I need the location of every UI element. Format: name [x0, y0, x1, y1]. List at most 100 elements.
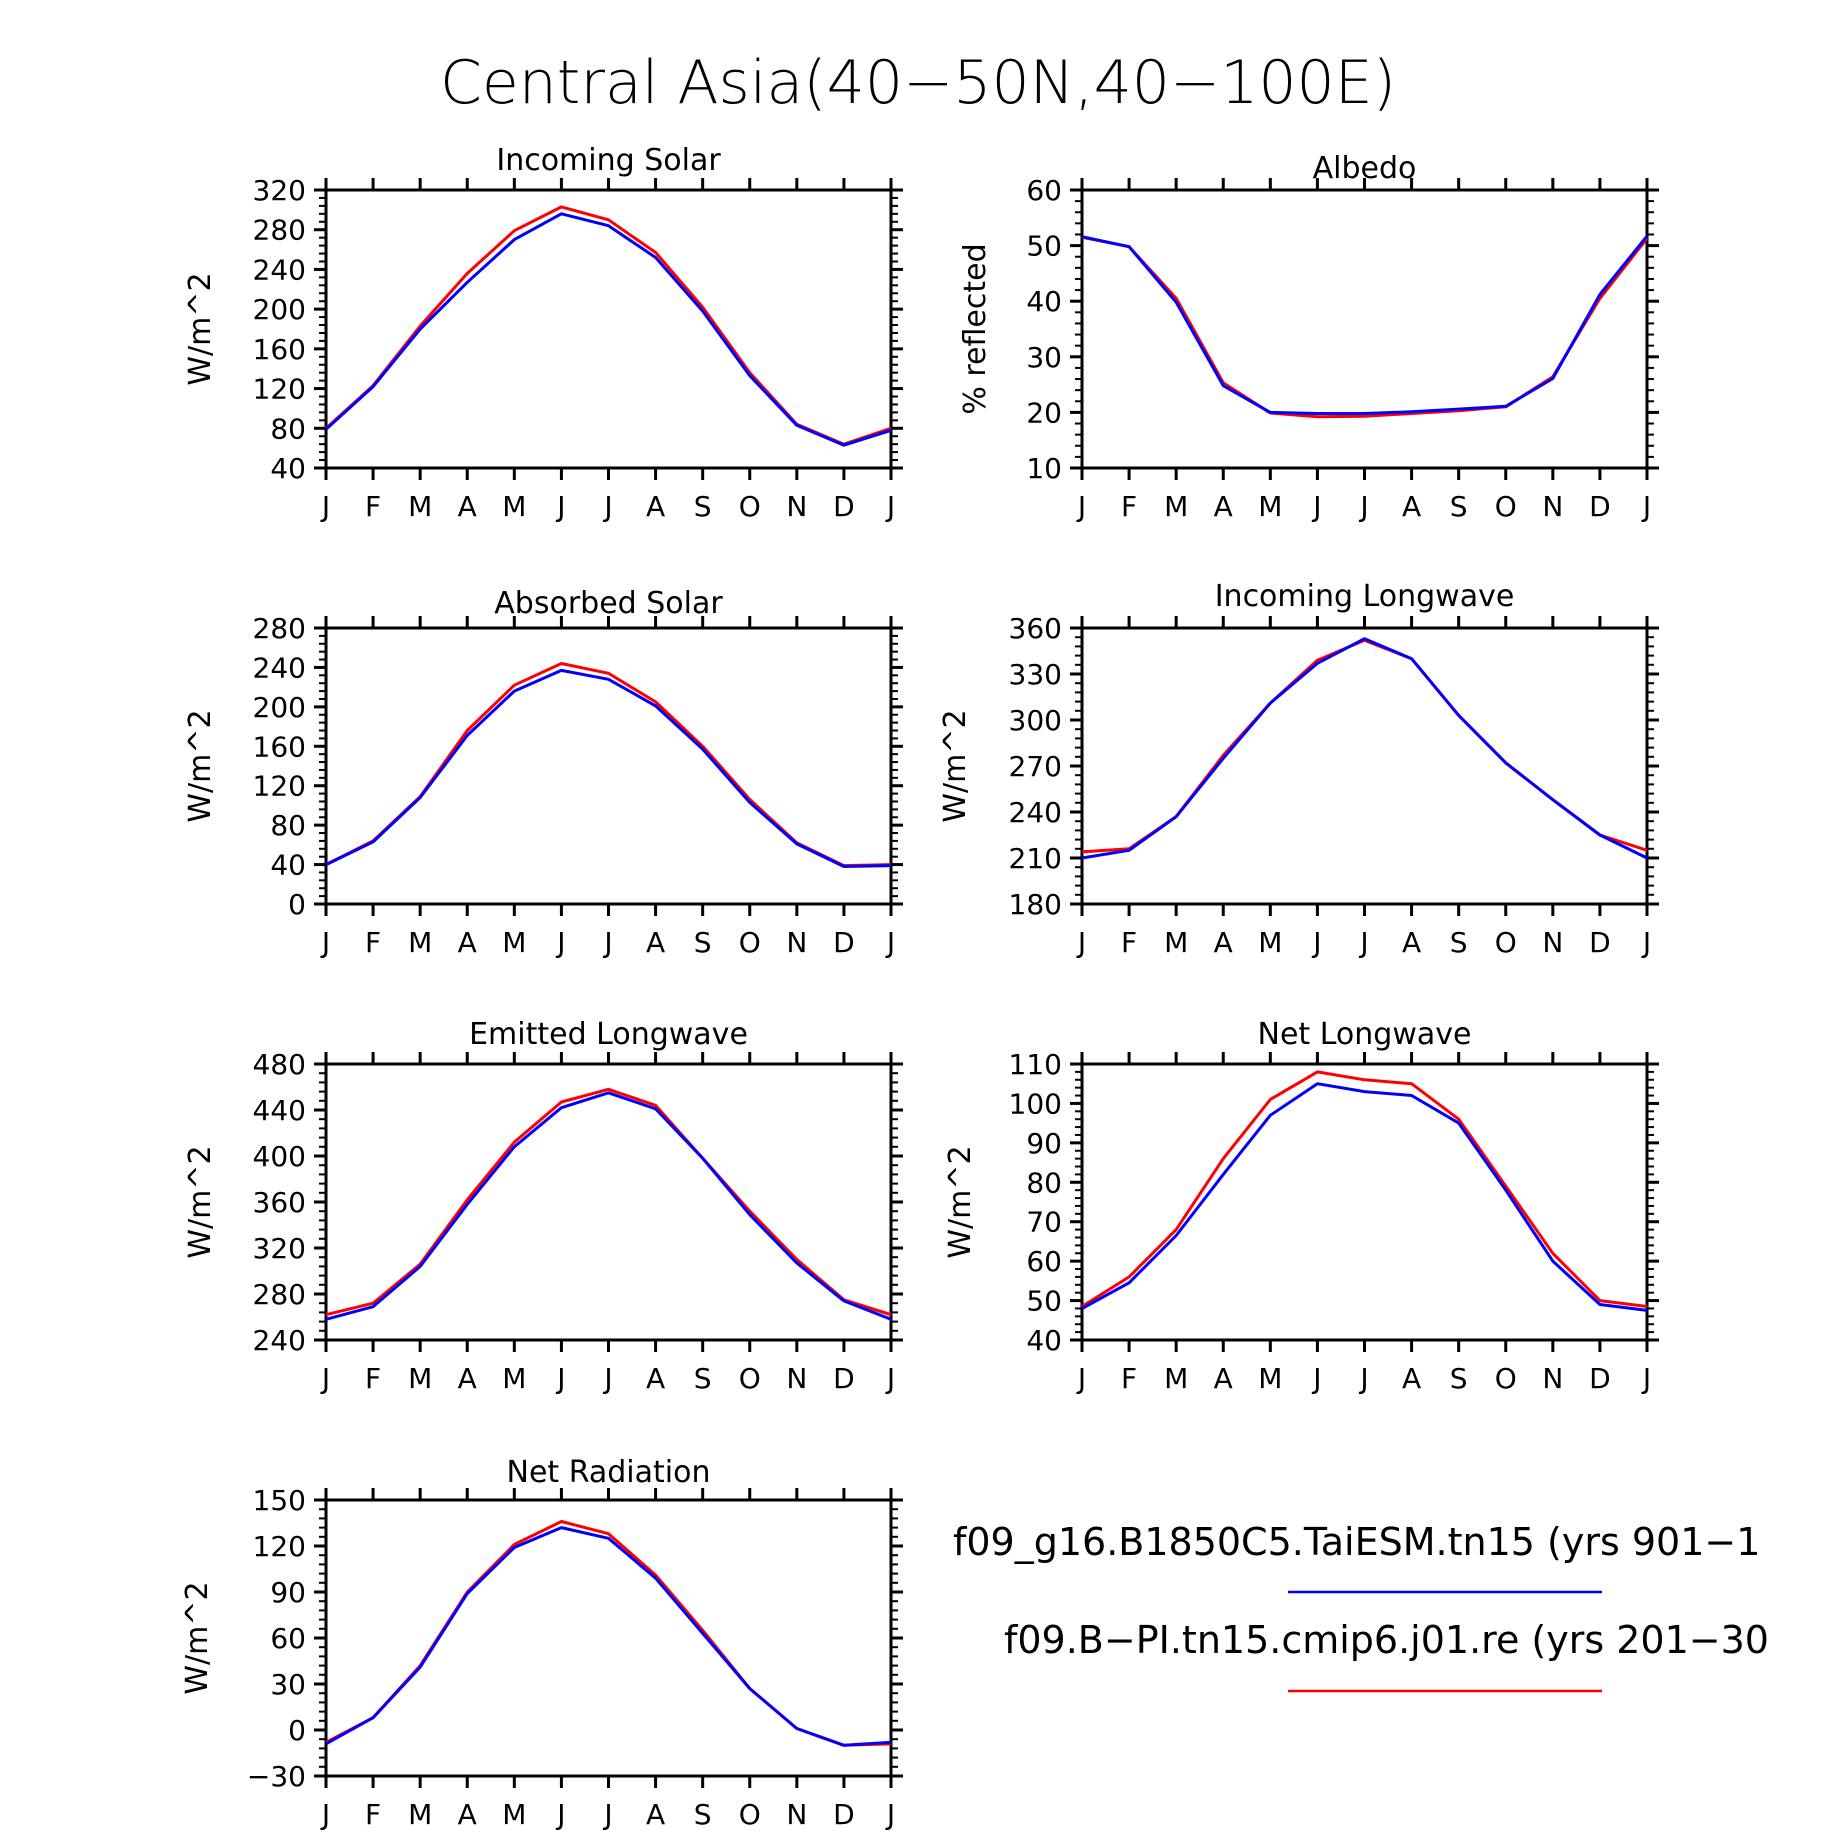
x-tick-label: J: [1641, 1362, 1651, 1395]
y-tick-label: 60: [1026, 1245, 1062, 1278]
x-tick-label: J: [320, 1798, 330, 1831]
x-tick-label: A: [1214, 490, 1233, 523]
series-line-blue: [1081, 637, 1648, 860]
x-tick-label: M: [408, 1798, 432, 1831]
y-tick-label: 270: [1009, 750, 1062, 783]
x-tick-label: A: [646, 490, 665, 523]
x-tick-label: S: [694, 1798, 712, 1831]
legend-label: f09.B−PI.tn15.cmip6.j01.re (yrs 201−30: [1004, 1618, 1769, 1662]
y-tick-label: 120: [253, 1530, 306, 1563]
x-tick-label: A: [646, 1362, 665, 1395]
y-tick-label: 40: [270, 849, 306, 882]
y-tick-label: 240: [253, 1324, 306, 1357]
x-tick-label: F: [365, 490, 381, 523]
x-tick-label: A: [458, 490, 477, 523]
plot-frame: [324, 1062, 893, 1342]
x-tick-label: M: [408, 1362, 432, 1395]
x-tick-label: F: [365, 1362, 381, 1395]
y-tick-label: 280: [253, 612, 306, 645]
x-tick-label: S: [1450, 926, 1468, 959]
x-tick-label: N: [1542, 926, 1563, 959]
plot-frame: [1080, 1062, 1649, 1342]
x-tick-label: O: [1495, 926, 1517, 959]
x-tick-label: J: [1311, 1362, 1321, 1395]
x-tick-label: J: [602, 926, 612, 959]
x-tick-label: S: [694, 490, 712, 523]
y-tick-label: 10: [1026, 452, 1062, 485]
x-tick-label: D: [833, 490, 855, 523]
x-tick-label: J: [1076, 1362, 1086, 1395]
x-tick-label: F: [1121, 490, 1137, 523]
panel-title: Absorbed Solar: [494, 586, 723, 621]
x-tick-label: A: [1214, 926, 1233, 959]
x-tick-label: J: [885, 490, 895, 523]
y-tick-label: 60: [1026, 174, 1062, 207]
panel-title: Emitted Longwave: [469, 1017, 748, 1052]
y-axis-label: W/m^2: [180, 1581, 215, 1694]
x-tick-label: M: [502, 490, 526, 523]
x-tick-label: A: [646, 1798, 665, 1831]
y-tick-label: 40: [270, 452, 306, 485]
legend: f09_g16.B1850C5.TaiESM.tn15 (yrs 901−1 f0…: [953, 1520, 1769, 1693]
y-axis-label: W/m^2: [943, 1145, 978, 1258]
x-tick-label: N: [1542, 490, 1563, 523]
series-line-blue: [325, 1091, 892, 1321]
x-tick-label: J: [885, 926, 895, 959]
x-tick-label: S: [1450, 1362, 1468, 1395]
x-tick-label: J: [555, 490, 565, 523]
x-tick-label: M: [502, 1362, 526, 1395]
x-tick-label: M: [1164, 926, 1188, 959]
y-tick-label: 480: [253, 1048, 306, 1081]
x-tick-label: M: [408, 926, 432, 959]
x-tick-label: J: [1641, 490, 1651, 523]
x-tick-label: J: [885, 1798, 895, 1831]
x-tick-label: F: [365, 1798, 381, 1831]
y-tick-label: 30: [270, 1668, 306, 1701]
y-tick-label: 200: [253, 293, 306, 326]
y-tick-label: 70: [1026, 1206, 1062, 1239]
y-tick-label: 210: [1009, 842, 1062, 875]
y-tick-label: 330: [1009, 658, 1062, 691]
series-line-red: [325, 1520, 892, 1747]
series-line-red: [325, 662, 892, 868]
x-tick-label: J: [1311, 490, 1321, 523]
x-tick-label: D: [1589, 1362, 1611, 1395]
y-tick-label: 60: [270, 1622, 306, 1655]
panel-title: Incoming Solar: [496, 143, 721, 178]
plot-frame: [1080, 188, 1649, 470]
x-tick-label: A: [458, 1798, 477, 1831]
x-tick-label: O: [739, 490, 761, 523]
y-tick-label: 40: [1026, 1324, 1062, 1357]
x-tick-label: N: [786, 1362, 807, 1395]
y-axis-label: W/m^2: [183, 1145, 218, 1258]
series-line-red: [1081, 1070, 1648, 1308]
y-tick-label: 440: [253, 1094, 306, 1127]
x-tick-label: J: [1641, 926, 1651, 959]
y-tick-label: 80: [270, 412, 306, 445]
x-tick-label: M: [408, 490, 432, 523]
x-tick-label: M: [1258, 490, 1282, 523]
x-tick-label: J: [555, 1362, 565, 1395]
x-tick-label: J: [320, 926, 330, 959]
panel-title: Net Radiation: [507, 1455, 711, 1490]
series-line-red: [324, 205, 892, 446]
y-tick-label: 180: [1009, 888, 1062, 921]
series-line-blue: [1081, 1082, 1648, 1312]
y-tick-label: 240: [253, 253, 306, 286]
x-tick-label: A: [1214, 1362, 1233, 1395]
y-tick-label: 50: [1026, 230, 1062, 263]
y-tick-label: 400: [253, 1140, 306, 1173]
x-tick-label: M: [1164, 1362, 1188, 1395]
x-tick-label: S: [694, 926, 712, 959]
y-tick-label: 30: [1026, 341, 1062, 374]
series-line-blue: [1081, 235, 1649, 415]
panel-title: Net Longwave: [1258, 1017, 1472, 1052]
y-axis-label: % reflected: [958, 243, 993, 414]
y-tick-label: 80: [1026, 1166, 1062, 1199]
x-tick-label: J: [1358, 926, 1368, 959]
